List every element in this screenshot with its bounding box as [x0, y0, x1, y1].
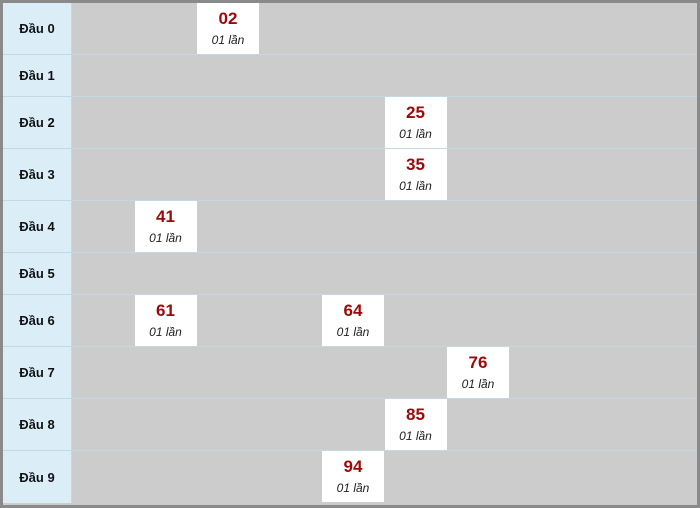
row-cells: 25 01 lần — [72, 97, 697, 148]
number: 25 — [406, 103, 425, 122]
number: 76 — [468, 353, 488, 372]
row-cells: 85 01 lần — [72, 399, 697, 450]
occurrence-count: 01 lần — [149, 325, 182, 339]
row-label: Đầu 2 — [3, 97, 72, 148]
number: 64 — [343, 301, 363, 320]
occurrence-count: 01 lần — [399, 179, 432, 193]
row-cells — [72, 253, 697, 294]
occurrence-count: 01 lần — [399, 127, 432, 141]
number-cell: 61 01 lần — [134, 295, 197, 346]
number: 85 — [406, 405, 425, 424]
table-row: Đầu 0 02 01 lần — [3, 3, 697, 55]
number-cell: 64 01 lần — [322, 295, 384, 346]
number-cell: 76 01 lần — [447, 347, 509, 398]
occurrence-count: 01 lần — [336, 325, 370, 339]
number: 94 — [343, 457, 363, 476]
row-label: Đầu 9 — [3, 451, 72, 503]
occurrence-count: 01 lần — [461, 377, 495, 391]
occurrence-count: 01 lần — [149, 231, 182, 245]
table-row: Đầu 2 25 01 lần — [3, 97, 697, 149]
row-cells: 02 01 lần — [72, 3, 697, 54]
row-cells: 41 01 lần — [72, 201, 697, 252]
row-cells: 35 01 lần — [72, 149, 697, 200]
table-row: Đầu 1 — [3, 55, 697, 97]
table-row: Đầu 8 85 01 lần — [3, 399, 697, 451]
number: 61 — [156, 301, 175, 320]
row-label: Đầu 7 — [3, 347, 72, 398]
number: 41 — [156, 207, 175, 226]
row-label: Đầu 4 — [3, 201, 72, 252]
table-row: Đầu 7 76 01 lần — [3, 347, 697, 399]
row-label: Đầu 5 — [3, 253, 72, 294]
table-row: Đầu 6 61 01 lần 64 01 lần — [3, 295, 697, 347]
number-cell: 02 01 lần — [197, 3, 259, 54]
row-cells: 94 01 lần — [72, 451, 697, 503]
occurrence-count: 01 lần — [399, 429, 432, 443]
table-row: Đầu 9 94 01 lần — [3, 451, 697, 503]
row-cells: 61 01 lần 64 01 lần — [72, 295, 697, 346]
number-cell: 41 01 lần — [134, 201, 197, 252]
number: 02 — [218, 9, 238, 28]
number-cell: 85 01 lần — [384, 399, 447, 450]
row-label: Đầu 0 — [3, 3, 72, 54]
row-label: Đầu 1 — [3, 55, 72, 96]
number-cell: 94 01 lần — [322, 451, 384, 502]
number-cell: 35 01 lần — [384, 149, 447, 200]
table-row: Đầu 5 — [3, 253, 697, 295]
number: 35 — [406, 155, 425, 174]
row-label: Đầu 8 — [3, 399, 72, 450]
table-row: Đầu 4 41 01 lần — [3, 201, 697, 253]
row-label: Đầu 3 — [3, 149, 72, 200]
table-row: Đầu 3 35 01 lần — [3, 149, 697, 201]
number-cell: 25 01 lần — [384, 97, 447, 148]
row-cells: 76 01 lần — [72, 347, 697, 398]
row-label: Đầu 6 — [3, 295, 72, 346]
occurrence-count: 01 lần — [211, 33, 245, 47]
occurrence-count: 01 lần — [336, 481, 370, 495]
row-cells — [72, 55, 697, 96]
